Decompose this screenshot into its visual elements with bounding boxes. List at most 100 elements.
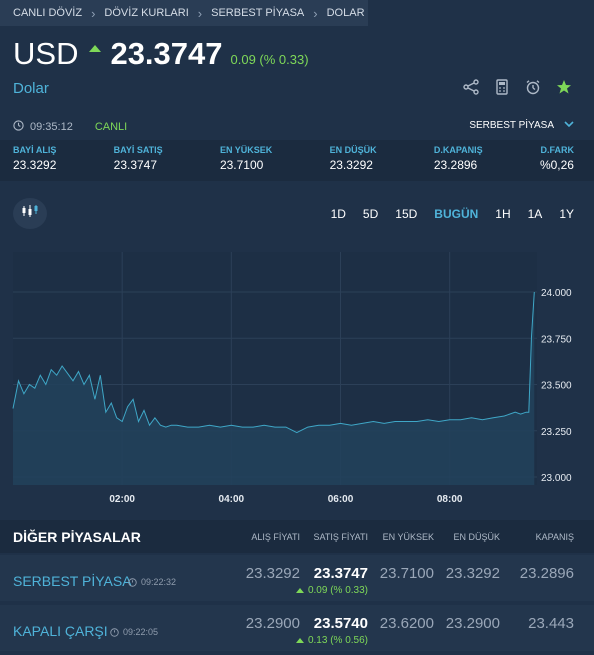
currency-code: USD [13,36,79,71]
chart-x-tick-label: 02:00 [109,494,135,505]
calculator-icon[interactable] [494,79,510,95]
market-name[interactable]: KAPALI ÇARŞI [13,623,108,639]
stats-bar: BAYİ ALIŞ 23.3292 BAYİ SATIŞ 23.3747 EN YÜ… [0,140,594,181]
up-arrow-icon [295,588,304,593]
breadcrumb-item-rates[interactable]: DÖVİZ KURLARI [104,7,189,19]
stat-value: 23.3292 [13,158,57,172]
live-badge: CANLI [94,121,128,133]
chart-series-line [12,291,535,434]
chart-type-button[interactable] [13,198,47,229]
col-header-sell: SATIŞ FİYATI [313,532,368,542]
stat-value: 23.3747 [113,158,158,172]
breadcrumb-item-live[interactable]: CANLI DÖVİZ [13,7,83,19]
up-arrow-icon [89,45,102,52]
action-toolbar [463,79,572,95]
quote-header: USD 23.3747 0.09 (% 0.33) [13,36,309,72]
stat-value: 23.7100 [219,158,264,172]
chart-y-tick-label: 24.000 [541,288,572,299]
market-time-value: 09:22:05 [123,627,159,637]
stat-label: EN DÜŞÜK [329,145,377,155]
clock-icon [128,577,137,587]
range-tab-1h[interactable]: 1H [495,207,511,221]
chart-y-tick-label: 23.250 [541,427,572,438]
current-price: 23.3747 [110,36,223,71]
update-time: 09:35:12 [30,121,73,133]
stat-prev-close: D.KAPANIŞ 23.2896 [434,145,483,181]
col-header-buy: ALIŞ FİYATI [251,532,300,542]
range-tab-1y[interactable]: 1Y [559,207,574,221]
range-tab-1d[interactable]: 1D [330,207,346,221]
chart-y-tick-label: 23.000 [541,473,572,484]
stat-label: BAYİ SATIŞ [113,145,163,155]
market-change-value: 0.09 (% 0.33) [307,585,368,596]
market-dropdown[interactable]: SERBEST PİYASA [469,120,574,131]
market-low: 23.3292 [445,565,500,582]
up-arrow-icon [295,638,304,643]
market-time: 09:22:32 [128,577,176,587]
market-high: 23.6200 [379,615,434,632]
col-header-high: EN YÜKSEK [382,532,434,542]
market-high: 23.7100 [379,565,434,582]
stat-label: D.FARK [540,145,574,155]
alarm-icon[interactable] [525,79,541,95]
range-tab-15d[interactable]: 15D [395,207,418,221]
range-tab-5d[interactable]: 5D [362,207,379,221]
market-name[interactable]: SERBEST PİYASA [13,573,132,589]
chart-x-tick-label: 04:00 [219,494,245,505]
market-change: 0.09 (% 0.33) [295,585,368,596]
other-markets-header: DİĞER PİYASALAR ALIŞ FİYATI SATIŞ FİYATI… [0,520,594,553]
stat-value: 23.2896 [433,158,478,172]
market-time-value: 09:22:32 [141,577,177,587]
stat-label: BAYİ ALIŞ [13,145,57,155]
stat-value: %0,26 [539,158,574,172]
stat-high: EN YÜKSEK 23.7100 [220,145,272,181]
price-chart[interactable]: 24.000 23.750 23.500 23.250 23.000 02:00 04:00… [0,240,594,510]
candlestick-icon [21,204,39,223]
chart-y-tick-label: 23.750 [541,334,572,345]
market-buy: 23.3292 [245,565,300,582]
time-range-tabs: 1D 5D 15D BUGÜN 1H 1A 1Y [331,207,574,221]
range-tab-today[interactable]: BUGÜN [434,207,479,221]
stat-diff: D.FARK %0,26 [540,145,574,181]
market-buy: 23.2900 [245,615,300,632]
chevron-right-icon: › [313,5,318,21]
chevron-down-icon [564,120,574,131]
stat-label: D.KAPANIŞ [433,145,483,155]
col-header-low: EN DÜŞÜK [453,532,500,542]
market-change: 0.13 (% 0.56) [295,635,368,646]
col-header-close: KAPANIŞ [535,532,574,542]
stat-dealer-sell: BAYİ SATIŞ 23.3747 [114,145,163,181]
other-markets-title: DİĞER PİYASALAR [13,528,141,545]
star-icon[interactable] [556,79,572,95]
market-close: 23.2896 [519,565,574,582]
market-low: 23.2900 [445,615,500,632]
share-icon[interactable] [463,79,479,95]
stat-dealer-buy: BAYİ ALIŞ 23.3292 [13,145,56,181]
chevron-right-icon: › [197,5,203,21]
stat-label: EN YÜKSEK [219,145,273,155]
chart-x-tick-label: 06:00 [328,494,354,505]
chart-series-area [13,292,535,485]
price-change: 0.09 (% 0.33) [230,52,309,67]
breadcrumb-item-current: DOLAR [326,7,365,19]
stat-value: 23.3292 [329,158,373,172]
live-status: 09:35:12 CANLI [13,120,127,134]
market-time: 09:22:05 [110,627,158,637]
market-change-value: 0.13 (% 0.56) [307,635,368,646]
market-dropdown-label: SERBEST PİYASA [469,120,554,131]
clock-icon [13,120,24,134]
market-row-grand-bazaar[interactable]: KAPALI ÇARŞI 09:22:05 23.2900 23.5740 0.… [0,605,594,651]
range-tab-1a[interactable]: 1A [527,207,543,221]
market-close: 23.443 [528,615,574,632]
market-row-free[interactable]: SERBEST PİYASA 09:22:32 23.3292 23.3747 … [0,555,594,601]
currency-name: Dolar [13,80,49,97]
breadcrumb: CANLI DÖVİZ › DÖVİZ KURLARI › SERBEST Pİ… [0,0,368,26]
stat-low: EN DÜŞÜK 23.3292 [330,145,377,181]
chart-y-tick-label: 23.500 [541,381,572,392]
chart-x-tick-label: 08:00 [437,494,463,505]
market-sell: 23.5740 [313,615,368,632]
chevron-right-icon: › [91,5,96,21]
market-sell: 23.3747 [313,565,368,582]
breadcrumb-item-market[interactable]: SERBEST PİYASA [211,7,305,19]
clock-icon [110,627,119,637]
